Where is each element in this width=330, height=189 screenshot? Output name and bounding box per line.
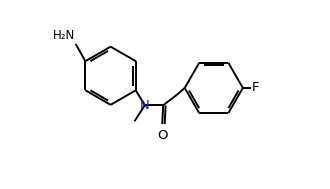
Text: H₂N: H₂N [53,29,75,43]
Text: O: O [157,129,168,142]
Text: F: F [252,81,259,94]
Text: N: N [140,99,150,112]
